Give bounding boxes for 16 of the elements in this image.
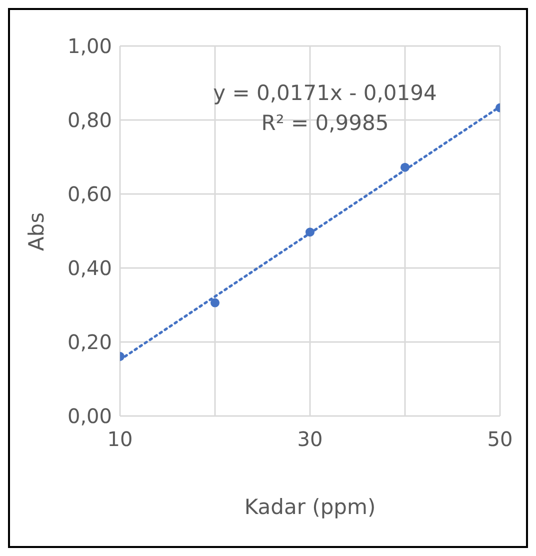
point	[400, 162, 410, 172]
point	[305, 228, 315, 237]
x-tick-label: 30	[297, 427, 323, 452]
y-tick-label: 0,80	[67, 108, 112, 132]
y-tick-label: 0,20	[67, 330, 112, 354]
annotation: y = 0,0171x - 0,0194	[212, 80, 438, 107]
annotation: R² = 0,9985	[260, 110, 390, 137]
x-axis-title: Kadar (ppm)	[244, 495, 376, 519]
y-tick-label: 1,00	[67, 34, 112, 58]
y-axis-title: Abs	[24, 212, 48, 251]
y-tick-label: 0,00	[67, 404, 112, 428]
point	[210, 298, 220, 308]
x-tick-label: 10	[107, 427, 133, 452]
y-tick-label: 0,40	[67, 256, 112, 280]
y-tick-label: 0,60	[67, 182, 112, 206]
x-tick-label: 50	[487, 427, 513, 452]
